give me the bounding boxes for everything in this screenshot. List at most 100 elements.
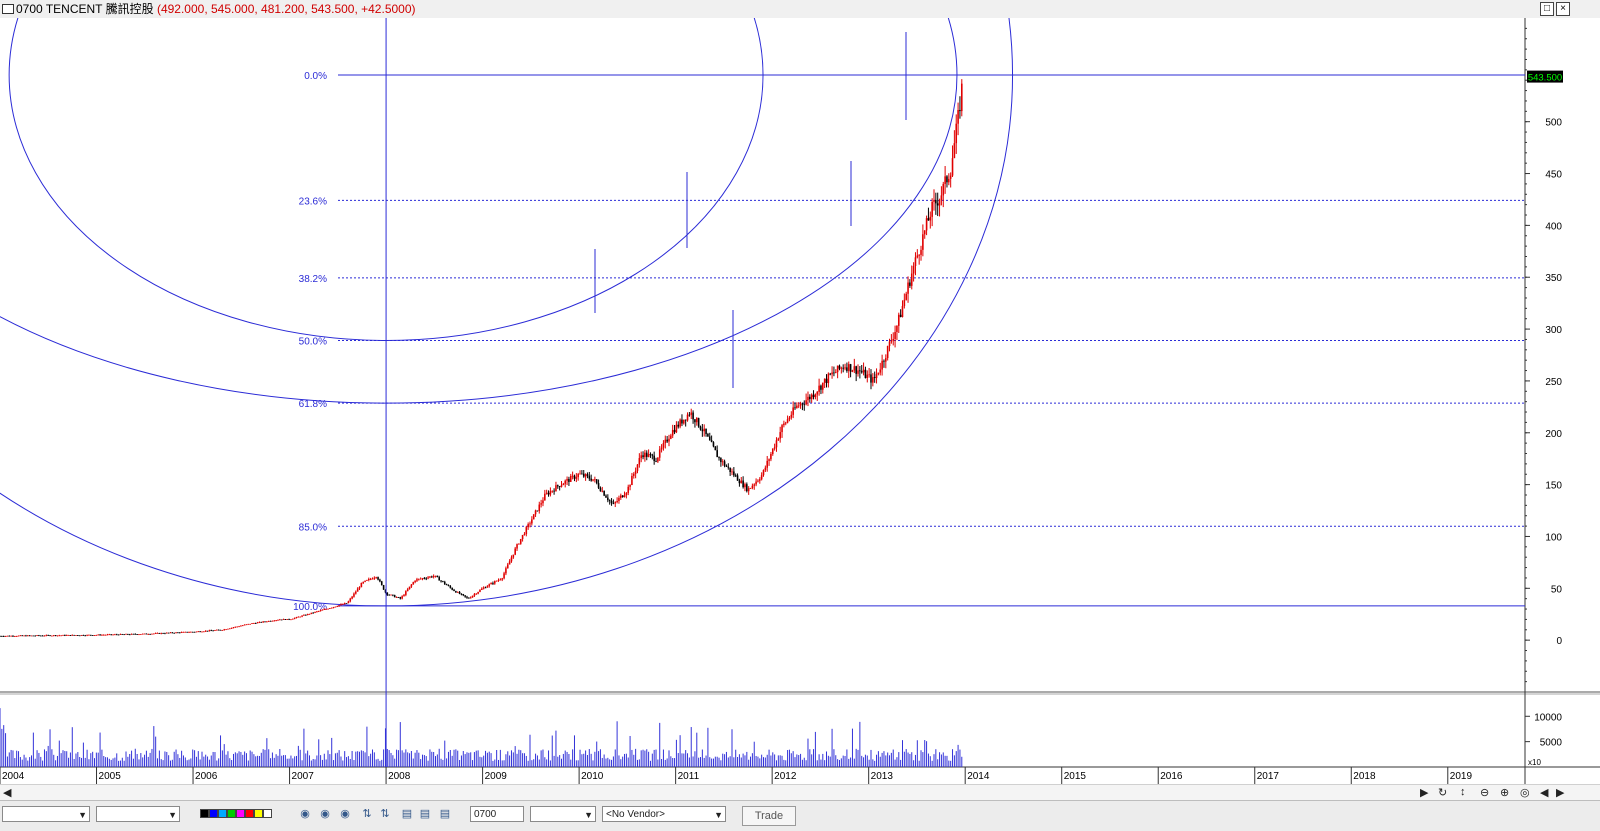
candle-body: [768, 459, 770, 461]
refresh-icon[interactable]: ↻: [1438, 787, 1448, 799]
candle-body: [703, 428, 706, 432]
candle-body: [512, 554, 515, 558]
scroll-right-icon[interactable]: ▶: [1420, 787, 1429, 799]
candle-body: [701, 429, 704, 432]
candle-body: [195, 631, 198, 633]
candle-body: [138, 634, 140, 636]
candle-body: [477, 591, 479, 594]
sort-tool-icon[interactable]: ⇅: [362, 808, 372, 820]
page-right-icon[interactable]: ▶: [1556, 787, 1565, 799]
candle-body: [165, 632, 168, 634]
candle-body: [853, 366, 856, 371]
target-icon[interactable]: ◎: [1520, 787, 1530, 799]
candle-body: [317, 610, 320, 612]
color-swatch[interactable]: [218, 809, 227, 818]
candle-body: [508, 561, 511, 565]
candle-body: [594, 479, 596, 481]
color-swatch[interactable]: [254, 809, 263, 818]
candle-body: [614, 502, 617, 504]
color-swatch[interactable]: [227, 809, 236, 818]
candle-body: [73, 634, 75, 636]
x-tick-label: 2018: [1353, 771, 1376, 782]
candle-body: [705, 428, 707, 434]
fib-level-label: 50.0%: [299, 336, 327, 347]
candle-body: [738, 480, 741, 484]
candle-body: [538, 504, 541, 511]
sort-tool-icon[interactable]: ⇅: [380, 808, 390, 820]
candle-body: [136, 634, 138, 636]
candle-body: [184, 631, 187, 633]
candle-body: [182, 631, 185, 633]
draw-tool-icon[interactable]: ◉: [340, 808, 350, 820]
color-swatch[interactable]: [200, 809, 209, 818]
zoom-out-icon[interactable]: ⊖: [1480, 787, 1490, 799]
candle-body: [679, 419, 681, 427]
candle-body: [405, 591, 407, 595]
candle-body: [499, 579, 502, 581]
candle-body: [742, 480, 744, 488]
candle-body: [681, 419, 683, 424]
candle-body: [690, 412, 693, 415]
trade-button[interactable]: Trade: [742, 806, 796, 826]
candle-body: [923, 230, 926, 235]
close-icon[interactable]: ×: [1556, 2, 1570, 16]
x-tick-label: 2007: [292, 771, 315, 782]
candle-body: [4, 636, 7, 637]
fib-level-label: 38.2%: [299, 274, 327, 285]
candle-body: [240, 625, 242, 627]
candle-body: [603, 490, 605, 496]
draw-tool-icon[interactable]: ◉: [300, 808, 310, 820]
vertical-resize-icon[interactable]: ↕: [1460, 786, 1466, 798]
price-chart[interactable]: 0.0% 23.6% 38.2% 50.0% 61.8% 85.0% 100.0% 0 50 10…: [0, 18, 1600, 784]
candle-body: [353, 593, 355, 597]
candle-body: [427, 577, 429, 579]
candle-body: [642, 455, 644, 458]
candle-body: [747, 488, 750, 492]
candle-body: [464, 595, 466, 597]
candle-body: [844, 367, 846, 369]
candle-body: [62, 635, 64, 636]
candle-body: [442, 580, 444, 582]
candle-body: [308, 613, 311, 615]
page-left-icon[interactable]: ◀: [1540, 787, 1549, 799]
zoom-in-icon[interactable]: ⊕: [1500, 787, 1510, 799]
vendor-select[interactable]: <No Vendor> ▼: [602, 806, 726, 822]
chart-type-select[interactable]: ▼: [96, 806, 180, 822]
candle-body: [38, 635, 40, 637]
exchange-select[interactable]: ▼: [530, 806, 596, 822]
layout-tool-icon[interactable]: ▤: [401, 808, 413, 820]
candle-body: [227, 628, 229, 630]
scroll-left-icon[interactable]: ◀: [3, 787, 12, 799]
candle-body: [616, 500, 618, 503]
color-swatch[interactable]: [245, 809, 254, 818]
candle-body: [875, 374, 878, 379]
candle-body: [104, 634, 107, 636]
period-select[interactable]: ▼: [2, 806, 90, 822]
candle-body: [310, 612, 313, 614]
candle-body: [729, 467, 731, 473]
layout-tool-icon[interactable]: ▤: [419, 808, 431, 820]
candle-body: [803, 404, 806, 406]
color-swatch[interactable]: [236, 809, 245, 818]
color-swatch[interactable]: [209, 809, 218, 818]
candle-body: [736, 475, 739, 481]
candle-body: [423, 578, 426, 580]
stock-code-input[interactable]: 0700: [470, 806, 524, 822]
candle-body: [469, 597, 472, 599]
candle-body: [95, 635, 98, 636]
color-swatch[interactable]: [263, 809, 272, 818]
restore-icon[interactable]: □: [1540, 2, 1554, 16]
candle-body: [658, 449, 661, 458]
candle-body: [384, 589, 387, 593]
candle-body: [799, 403, 802, 406]
candle-body: [362, 581, 365, 583]
candle-body: [130, 633, 133, 635]
layout-tool-icon[interactable]: ▤: [439, 808, 451, 820]
candle-body: [212, 630, 214, 632]
candle-body: [946, 176, 948, 183]
candle-body: [831, 372, 833, 375]
candle-body: [245, 624, 248, 626]
candle-body: [632, 473, 635, 476]
draw-tool-icon[interactable]: ◉: [320, 808, 330, 820]
candle-body: [575, 477, 578, 479]
